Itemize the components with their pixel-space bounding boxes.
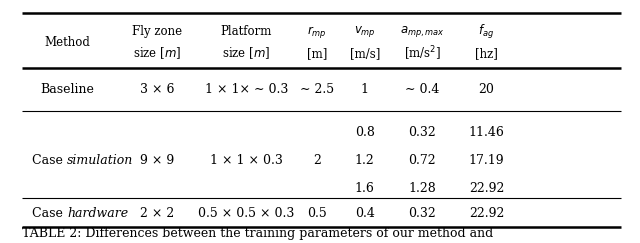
Text: Method: Method bbox=[44, 36, 90, 49]
Text: hardware: hardware bbox=[67, 207, 129, 220]
Text: 0.32: 0.32 bbox=[408, 207, 436, 220]
Text: Fly zone: Fly zone bbox=[132, 25, 182, 38]
Text: $v_{mp}$: $v_{mp}$ bbox=[354, 24, 376, 39]
Text: 20: 20 bbox=[479, 83, 494, 96]
Text: 22.92: 22.92 bbox=[468, 207, 504, 220]
Text: 17.19: 17.19 bbox=[468, 154, 504, 167]
Text: 0.8: 0.8 bbox=[355, 126, 375, 139]
Text: 2 × 2: 2 × 2 bbox=[140, 207, 174, 220]
Text: 1.2: 1.2 bbox=[355, 154, 374, 167]
Text: 1.6: 1.6 bbox=[355, 182, 375, 195]
Text: [m/s$^2$]: [m/s$^2$] bbox=[404, 44, 441, 63]
Text: 0.5 × 0.5 × 0.3: 0.5 × 0.5 × 0.3 bbox=[198, 207, 294, 220]
Text: 9 × 9: 9 × 9 bbox=[140, 154, 174, 167]
Text: $r_{mp}$: $r_{mp}$ bbox=[307, 24, 326, 40]
Text: 22.92: 22.92 bbox=[468, 182, 504, 195]
Text: Case: Case bbox=[33, 207, 67, 220]
Text: [hz]: [hz] bbox=[475, 47, 498, 60]
Text: 3 × 6: 3 × 6 bbox=[140, 83, 174, 96]
Text: $f_{ag}$: $f_{ag}$ bbox=[478, 23, 495, 41]
Text: ∼ 2.5: ∼ 2.5 bbox=[300, 83, 334, 96]
Text: 11.46: 11.46 bbox=[468, 126, 504, 139]
Text: size [$m$]: size [$m$] bbox=[132, 46, 181, 61]
Text: ∼ 0.4: ∼ 0.4 bbox=[405, 83, 440, 96]
Text: Case: Case bbox=[33, 154, 67, 167]
Text: 1: 1 bbox=[361, 83, 369, 96]
Text: size [$m$]: size [$m$] bbox=[222, 46, 271, 61]
Text: 0.32: 0.32 bbox=[408, 126, 436, 139]
Text: Platform: Platform bbox=[221, 25, 272, 38]
Text: $a_{mp,max}$: $a_{mp,max}$ bbox=[400, 24, 445, 39]
Text: 0.4: 0.4 bbox=[355, 207, 375, 220]
Text: [m/s]: [m/s] bbox=[349, 47, 380, 60]
Text: 2: 2 bbox=[313, 154, 321, 167]
Text: TABLE 2: Differences between the training parameters of our method and: TABLE 2: Differences between the trainin… bbox=[22, 227, 493, 240]
Text: [m]: [m] bbox=[307, 47, 327, 60]
Text: Baseline: Baseline bbox=[40, 83, 94, 96]
Text: 1.28: 1.28 bbox=[408, 182, 436, 195]
Text: simulation: simulation bbox=[67, 154, 134, 167]
Text: 1 × 1 × 0.3: 1 × 1 × 0.3 bbox=[210, 154, 283, 167]
Text: 0.72: 0.72 bbox=[408, 154, 436, 167]
Text: 0.5: 0.5 bbox=[307, 207, 326, 220]
Text: 1 × 1× ∼ 0.3: 1 × 1× ∼ 0.3 bbox=[205, 83, 288, 96]
